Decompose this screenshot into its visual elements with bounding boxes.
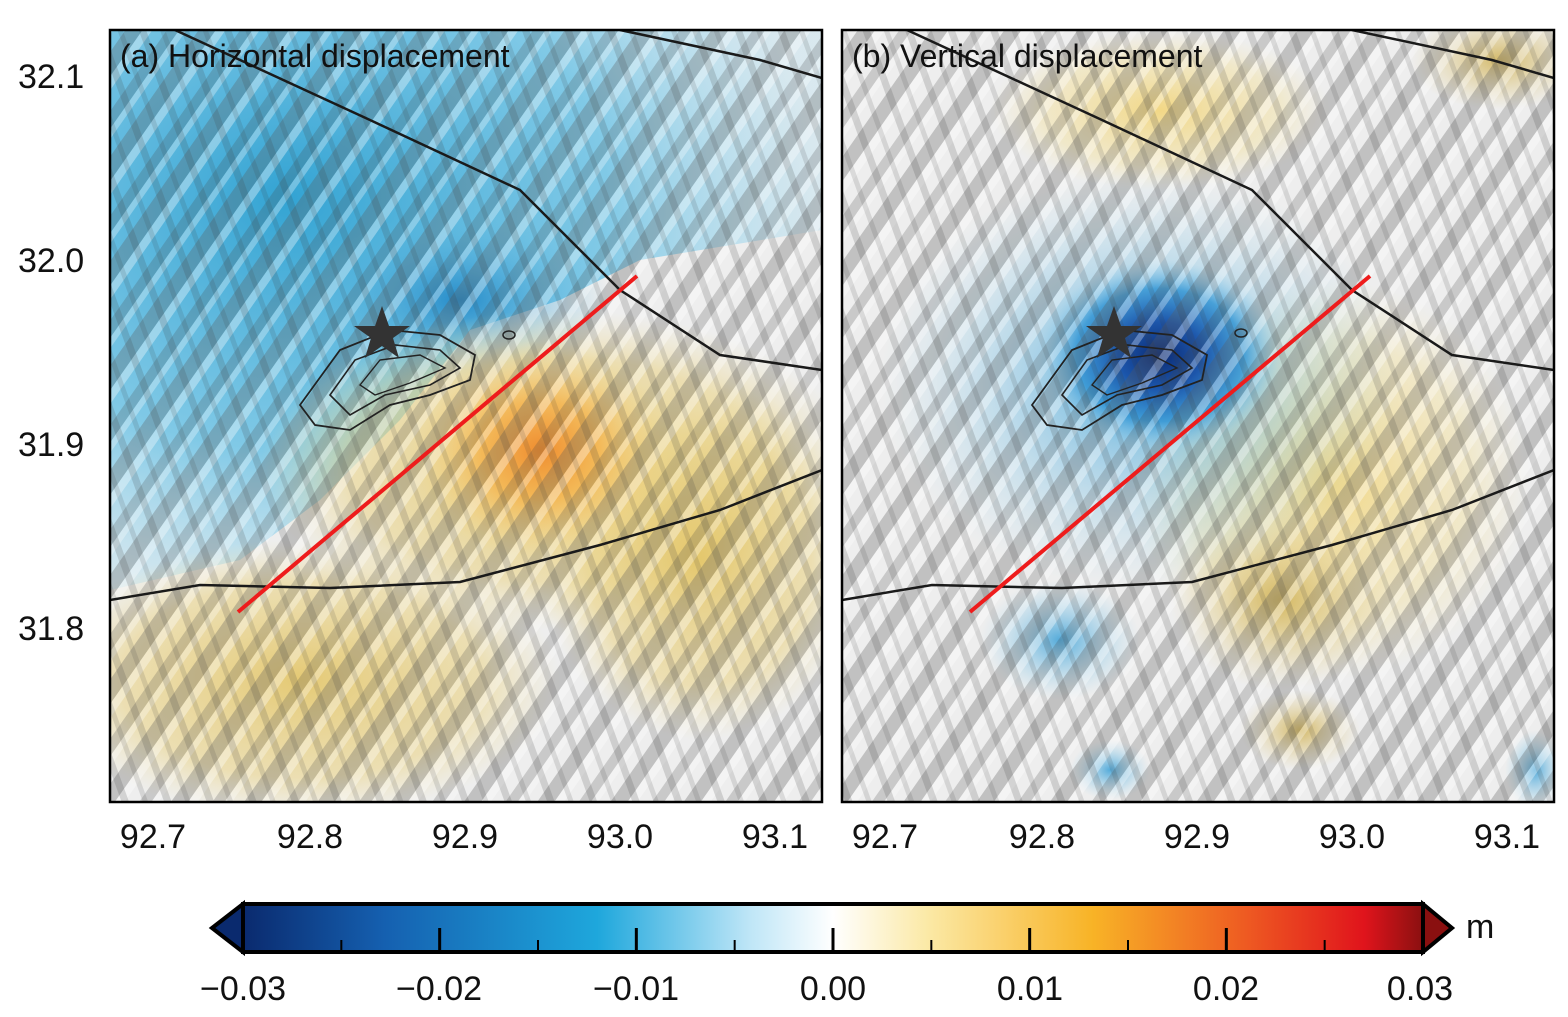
- fault-line-north: [619, 30, 822, 80]
- profile-line: [236, 274, 639, 614]
- fault-line-central: [906, 30, 1554, 372]
- slip-contour-inner: [1090, 354, 1179, 396]
- x-tick-label: 92.9: [1164, 818, 1230, 856]
- colorbar-min-arrow: [208, 899, 245, 957]
- x-tick-label: 92.8: [1009, 818, 1075, 856]
- x-tick-label: 93.1: [1474, 818, 1540, 856]
- slip-contour-spot: [1234, 328, 1248, 338]
- colorbar-tick-label: −0.01: [593, 970, 679, 1008]
- colorbar-tick-label: 0.00: [800, 970, 866, 1008]
- colorbar: m −0.03 −0.02 −0.01 0.00 0.01 0.02 0.03: [200, 899, 1494, 1008]
- epicenter-star-icon: [1086, 306, 1142, 358]
- panel-horizontal-frame: [108, 28, 824, 804]
- panel-vertical-frame: [840, 28, 1556, 804]
- x-tick-label: 93.0: [587, 818, 653, 856]
- fault-line-north: [1351, 30, 1554, 80]
- colorbar-max-arrow: [1421, 899, 1456, 957]
- terrain-hillshade-secondary: [842, 30, 1554, 802]
- terrain-hillshade-secondary: [110, 30, 822, 802]
- y-tick-label: 32.1: [18, 58, 84, 96]
- x-tick-label: 93.1: [742, 818, 808, 856]
- panel-horizontal-title: (a) Horizontal displacement: [120, 38, 510, 74]
- colorbar-tick-label: 0.01: [997, 970, 1063, 1008]
- panel-vertical-title: (b) Vertical displacement: [852, 38, 1202, 74]
- fault-line-central: [174, 30, 822, 372]
- x-tick-label: 92.9: [432, 818, 498, 856]
- y-tick-label: 31.8: [18, 610, 84, 648]
- profile-line: [968, 274, 1372, 614]
- colorbar-tick-label: 0.02: [1193, 970, 1259, 1008]
- panel-horizontal: [110, 30, 822, 802]
- y-tick-label: 32.0: [18, 242, 84, 280]
- epicenter-star-icon: [354, 306, 410, 358]
- colorbar-ticks: [241, 928, 1425, 952]
- x-tick-label: 92.7: [120, 818, 186, 856]
- colorbar-tick-label: 0.03: [1387, 970, 1453, 1008]
- slip-contour-inner: [358, 354, 447, 396]
- colorbar-unit-label: m: [1466, 908, 1494, 946]
- colorbar-tick-label: −0.02: [396, 970, 482, 1008]
- x-tick-label: 92.7: [852, 818, 918, 856]
- y-tick-label: 31.9: [18, 426, 84, 464]
- fault-line-south: [842, 468, 1554, 602]
- panel-vertical: [842, 30, 1554, 802]
- x-tick-label: 92.8: [277, 818, 343, 856]
- slip-contour-spot: [502, 330, 516, 340]
- fault-line-south: [110, 468, 822, 602]
- colorbar-tick-label: −0.03: [200, 970, 286, 1008]
- x-tick-label: 93.0: [1319, 818, 1385, 856]
